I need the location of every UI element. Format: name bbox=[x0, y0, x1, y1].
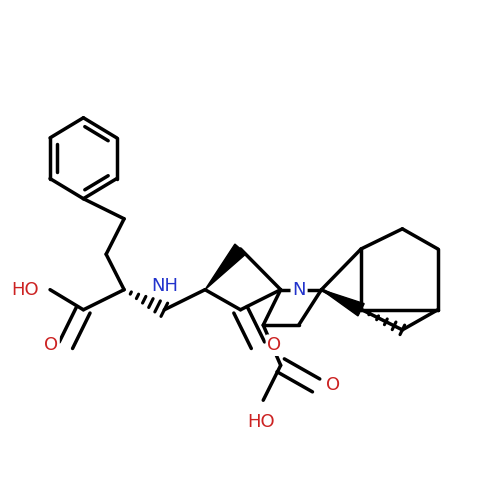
Text: O: O bbox=[268, 336, 281, 354]
Text: HO: HO bbox=[11, 280, 38, 298]
Text: O: O bbox=[326, 376, 340, 394]
Polygon shape bbox=[205, 244, 246, 290]
Text: NH: NH bbox=[151, 277, 178, 295]
Polygon shape bbox=[322, 290, 364, 316]
Text: N: N bbox=[292, 280, 306, 298]
Text: O: O bbox=[44, 336, 58, 354]
Text: HO: HO bbox=[247, 414, 274, 432]
